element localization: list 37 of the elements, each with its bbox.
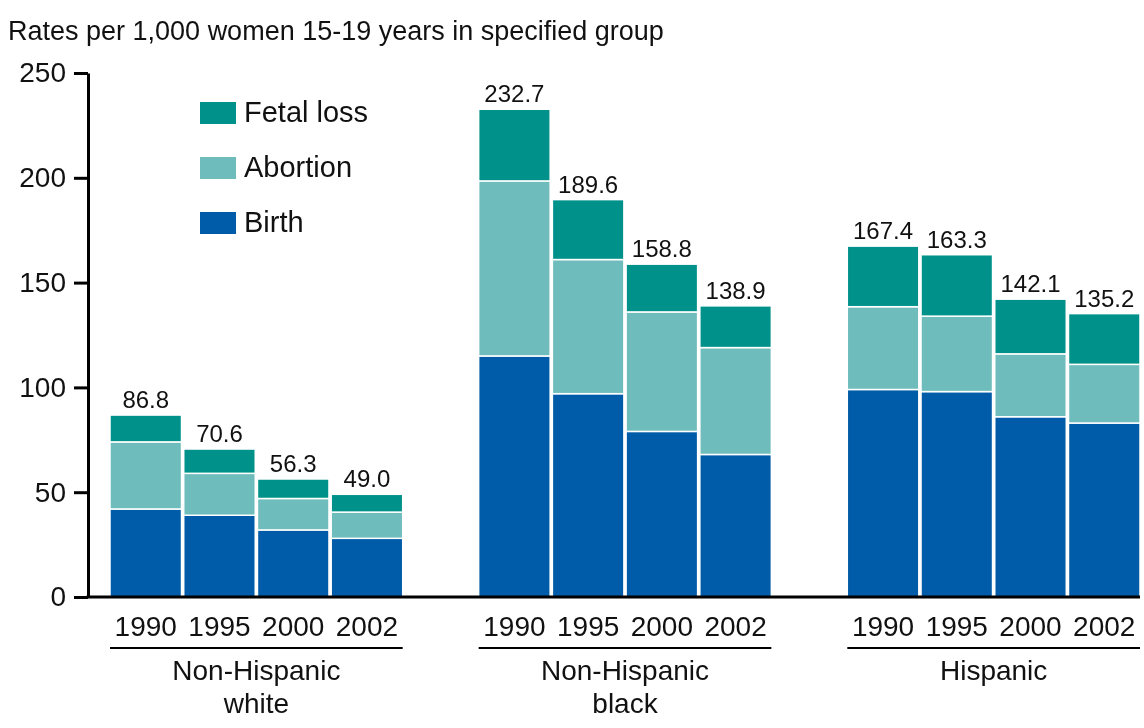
total-label: 49.0 bbox=[343, 465, 391, 493]
y-tick-label: 150 bbox=[19, 267, 66, 299]
x-tick-label: 1990 bbox=[851, 611, 915, 642]
x-tick-label: 1995 bbox=[188, 611, 251, 642]
x-tick-label: 2002 bbox=[335, 611, 399, 642]
x-tick-label: 2002 bbox=[704, 611, 767, 642]
text: Hispanic bbox=[939, 655, 1048, 686]
text: Non-Hispanic black bbox=[540, 655, 710, 719]
y-tick-label: 100 bbox=[19, 371, 66, 403]
legend-label: Abortion bbox=[244, 151, 353, 183]
x-tick-label: 1990 bbox=[114, 611, 177, 642]
y-axis-title: Rates per 1,000 women 15-19 years in specified group bbox=[8, 16, 664, 46]
y-tick-label: 50 bbox=[34, 476, 66, 508]
y-tick-label: 200 bbox=[19, 162, 66, 194]
total-label: 163.3 bbox=[926, 225, 987, 253]
total-label: 56.3 bbox=[269, 450, 317, 477]
y-tick-label: 0 bbox=[50, 581, 66, 613]
total-label: 142.1 bbox=[1000, 270, 1061, 298]
total-label: 232.7 bbox=[484, 80, 545, 108]
total-label: 189.6 bbox=[558, 170, 619, 198]
total-label: 138.9 bbox=[705, 276, 766, 304]
x-tick-label: 2000 bbox=[630, 611, 694, 642]
legend-label: Birth bbox=[244, 206, 304, 238]
total-label: 86.8 bbox=[122, 386, 170, 414]
total-label: 167.4 bbox=[853, 217, 914, 245]
y-tick-label: 250 bbox=[19, 57, 66, 89]
text: Non-Hispanic white bbox=[172, 655, 341, 719]
total-label: 135.2 bbox=[1074, 284, 1135, 312]
legend-label: Fetal loss bbox=[244, 96, 369, 128]
total-label: 70.6 bbox=[196, 420, 243, 448]
x-tick-label: 2000 bbox=[262, 611, 325, 642]
total-label: 158.8 bbox=[631, 235, 692, 263]
x-tick-label: 2000 bbox=[999, 611, 1062, 642]
x-tick-label: 1995 bbox=[556, 611, 620, 642]
x-tick-label: 1990 bbox=[483, 611, 546, 642]
x-tick-label: 2002 bbox=[1073, 611, 1136, 642]
x-tick-label: 1995 bbox=[925, 611, 988, 642]
